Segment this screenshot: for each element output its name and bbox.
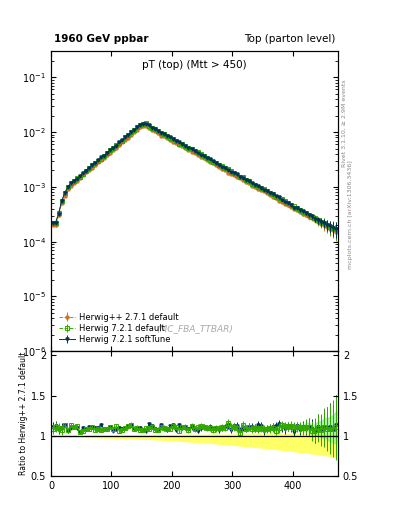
Text: 1960 GeV ppbar: 1960 GeV ppbar [54,34,149,44]
Text: Top (parton level): Top (parton level) [244,34,335,44]
Text: Rivet 3.1.10, ≥ 2.9M events: Rivet 3.1.10, ≥ 2.9M events [342,79,346,167]
Text: (MC_FBA_TTBAR): (MC_FBA_TTBAR) [156,324,233,333]
Text: pT (top) (Mtt > 450): pT (top) (Mtt > 450) [142,60,247,70]
Text: mcplots.cern.ch [arXiv:1306.3436]: mcplots.cern.ch [arXiv:1306.3436] [348,161,353,269]
Y-axis label: Ratio to Herwig++ 2.7.1 default: Ratio to Herwig++ 2.7.1 default [19,352,28,475]
Legend: Herwig++ 2.7.1 default, Herwig 7.2.1 default, Herwig 7.2.1 softTune: Herwig++ 2.7.1 default, Herwig 7.2.1 def… [55,309,182,347]
